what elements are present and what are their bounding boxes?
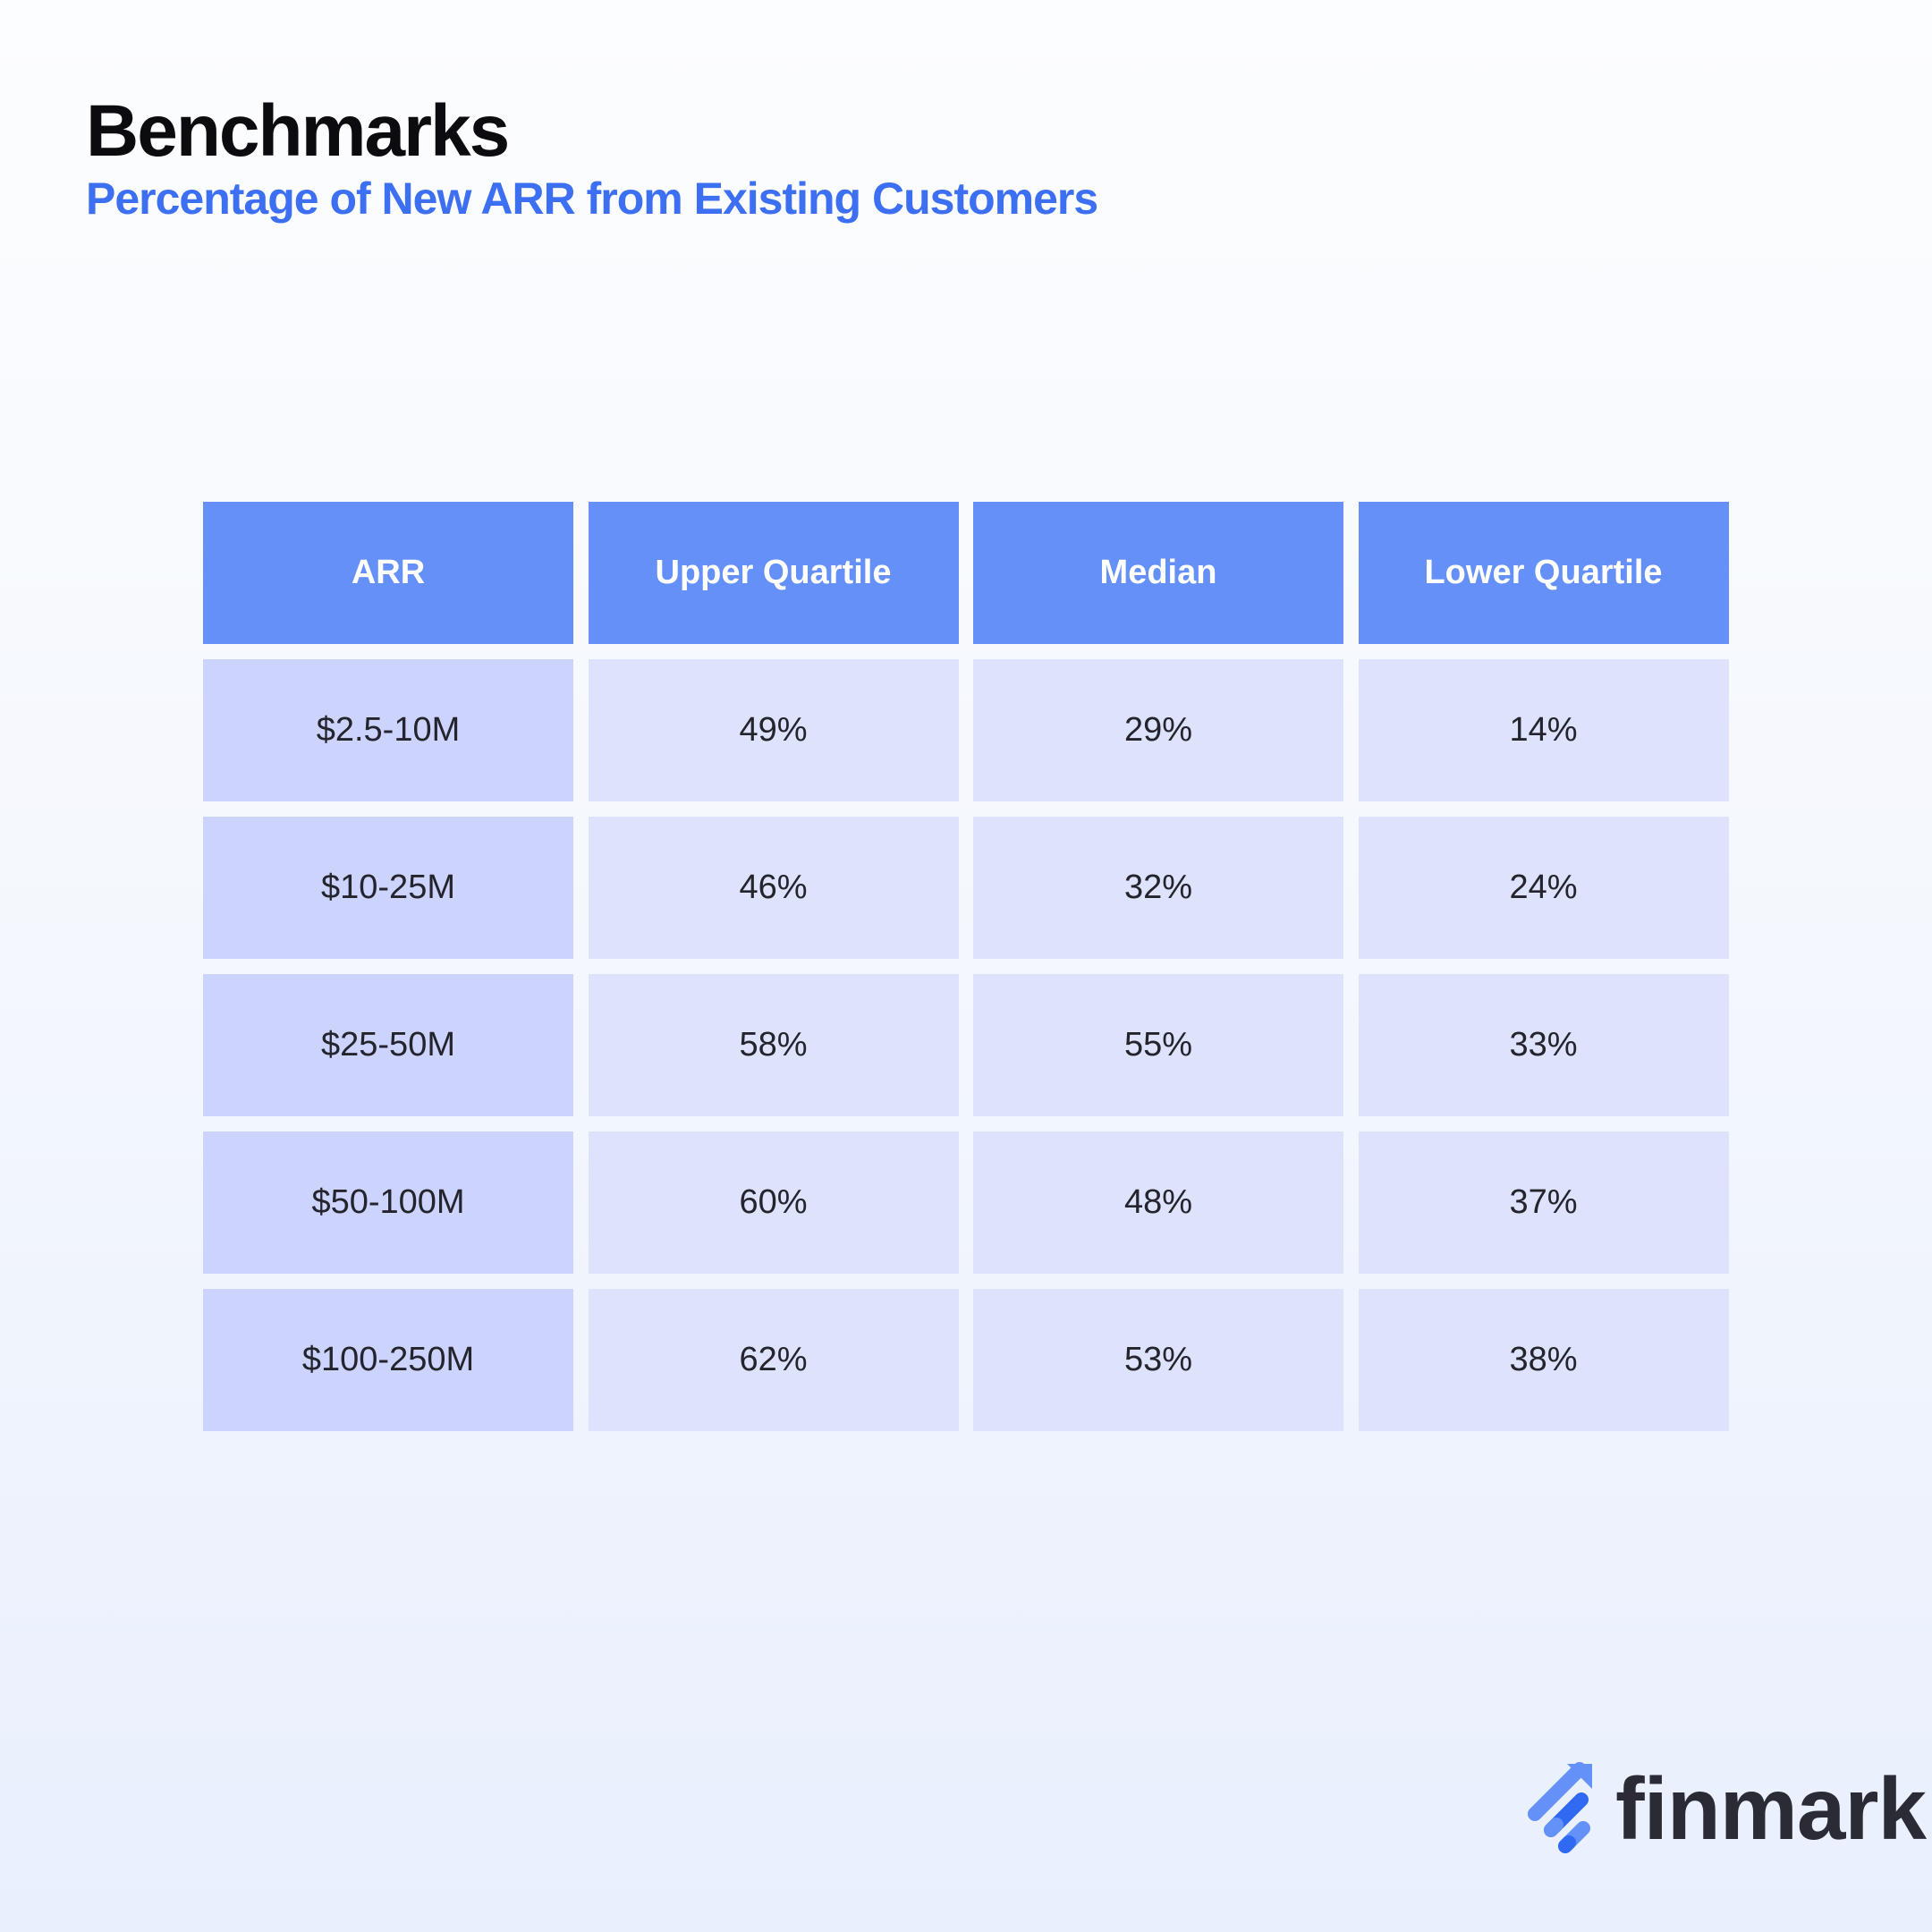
- value-cell: 37%: [1358, 1131, 1729, 1274]
- column-header: ARR: [203, 502, 573, 644]
- row-label-cell: $2.5-10M: [203, 659, 573, 801]
- value-cell: 32%: [973, 817, 1343, 959]
- column-header: Upper Quartile: [588, 502, 959, 644]
- value-cell: 55%: [973, 974, 1343, 1116]
- value-cell: 46%: [588, 817, 959, 959]
- value-cell: 53%: [973, 1289, 1343, 1431]
- page-subtitle: Percentage of New ARR from Existing Cust…: [86, 174, 1098, 224]
- row-label-cell: $10-25M: [203, 817, 573, 959]
- finmark-logo: finmark: [1526, 1758, 1927, 1860]
- value-cell: 38%: [1358, 1289, 1729, 1431]
- column-header: Lower Quartile: [1358, 502, 1729, 644]
- value-cell: 33%: [1358, 974, 1729, 1116]
- column-header: Median: [973, 502, 1343, 644]
- value-cell: 24%: [1358, 817, 1729, 959]
- row-label-cell: $100-250M: [203, 1289, 573, 1431]
- row-label-cell: $25-50M: [203, 974, 573, 1116]
- value-cell: 48%: [973, 1131, 1343, 1274]
- finmark-arrow-bars-icon: [1528, 1761, 1592, 1853]
- benchmarks-table: ARR Upper Quartile Median Lower Quartile $2.…: [203, 502, 1729, 1431]
- brand-name: finmark: [1615, 1759, 1927, 1858]
- page-title: Benchmarks: [86, 90, 510, 172]
- value-cell: 62%: [588, 1289, 959, 1431]
- value-cell: 60%: [588, 1131, 959, 1274]
- value-cell: 14%: [1358, 659, 1729, 801]
- value-cell: 58%: [588, 974, 959, 1116]
- value-cell: 49%: [588, 659, 959, 801]
- row-label-cell: $50-100M: [203, 1131, 573, 1274]
- value-cell: 29%: [973, 659, 1343, 801]
